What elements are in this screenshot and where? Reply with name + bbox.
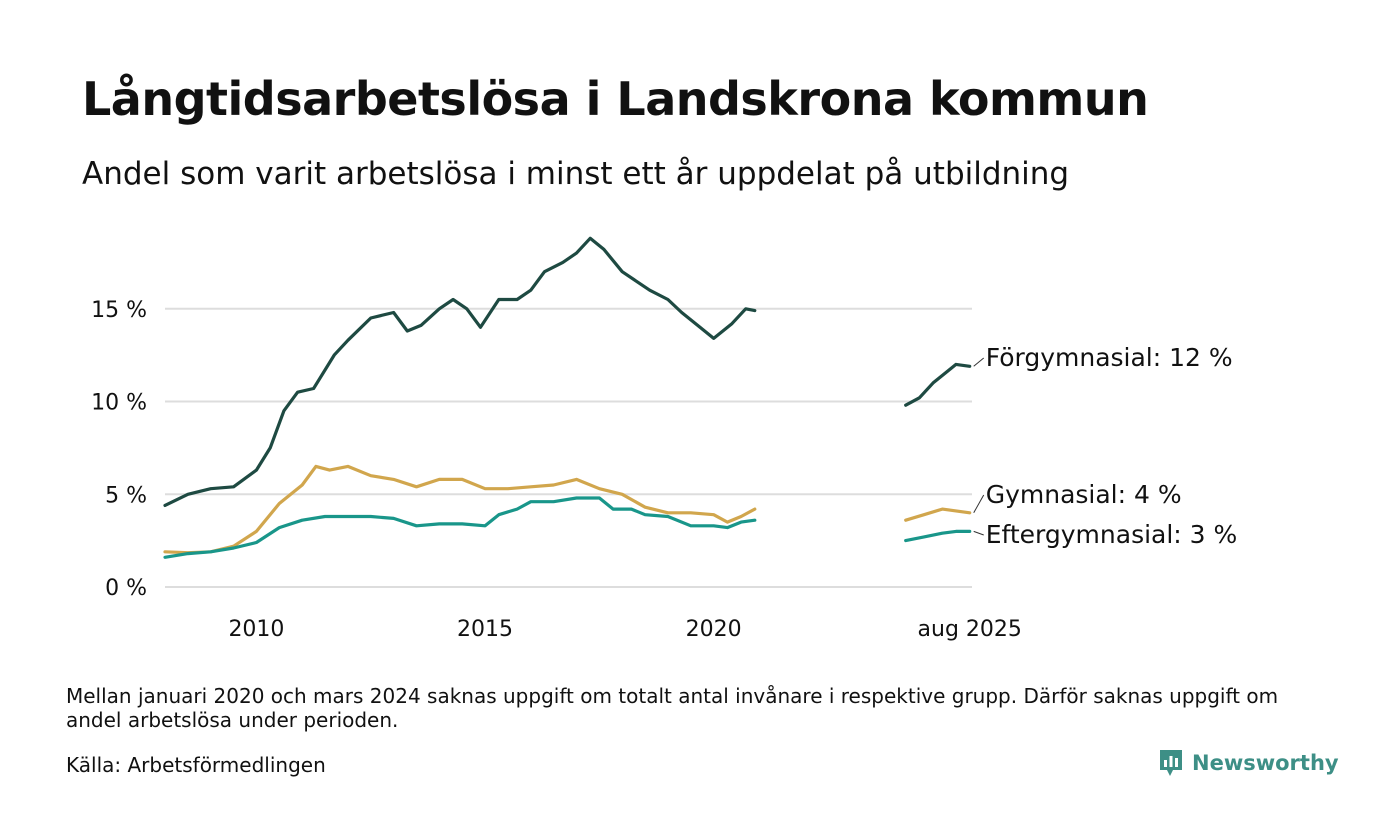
end-label-leader-0 — [973, 357, 985, 367]
end-label-eftergymnasial: Eftergymnasial: 3 % — [986, 520, 1238, 549]
end-labels: Förgymnasial: 12 % Gymnasial: 4 % Eftergym… — [973, 343, 1238, 549]
chart-title: Långtidsarbetslösa i Landskrona kommun — [82, 72, 1149, 126]
x-axis-labels: 2010 2015 2020 aug 2025 — [228, 617, 1021, 642]
series-lines — [163, 236, 972, 559]
line-chart: 0 % 5 % 10 % 15 % 2010 2015 2020 aug 2025 Förg… — [91, 236, 1238, 642]
brand-logo: Newsworthy — [1158, 748, 1339, 778]
y-tick-label-3: 15 % — [91, 298, 147, 323]
chart-subtitle: Andel som varit arbetslösa i minst ett å… — [82, 156, 1070, 192]
series-line-eftergymnasial-seg-1 — [904, 529, 972, 543]
grid-lines — [165, 307, 972, 588]
newsworthy-logo-icon — [1160, 750, 1182, 776]
footnote: Mellan januari 2020 och mars 2024 saknas… — [66, 684, 1279, 732]
series-line-förgymnasial-seg-1 — [904, 362, 972, 407]
x-tick-label-2: 2020 — [686, 617, 742, 642]
series-line-förgymnasial-seg-0 — [163, 236, 757, 507]
y-tick-label-1: 5 % — [105, 483, 147, 508]
x-tick-label-3: aug 2025 — [918, 617, 1022, 642]
y-tick-label-0: 0 % — [105, 576, 147, 601]
series-line-gymnasial-seg-0 — [163, 464, 757, 555]
x-tick-label-1: 2015 — [457, 617, 513, 642]
end-label-leader-2 — [973, 530, 984, 536]
x-tick-label-0: 2010 — [228, 617, 284, 642]
y-tick-label-2: 10 % — [91, 391, 147, 416]
end-label-förgymnasial: Förgymnasial: 12 % — [986, 343, 1233, 372]
end-label-leader-1 — [973, 494, 985, 514]
series-line-eftergymnasial-seg-0 — [163, 496, 757, 559]
end-label-gymnasial: Gymnasial: 4 % — [986, 480, 1182, 509]
source-note: Källa: Arbetsförmedlingen — [66, 753, 326, 777]
brand-name: Newsworthy — [1192, 751, 1339, 775]
y-axis-labels: 0 % 5 % 10 % 15 % — [91, 298, 147, 601]
series-line-gymnasial-seg-1 — [904, 507, 972, 522]
